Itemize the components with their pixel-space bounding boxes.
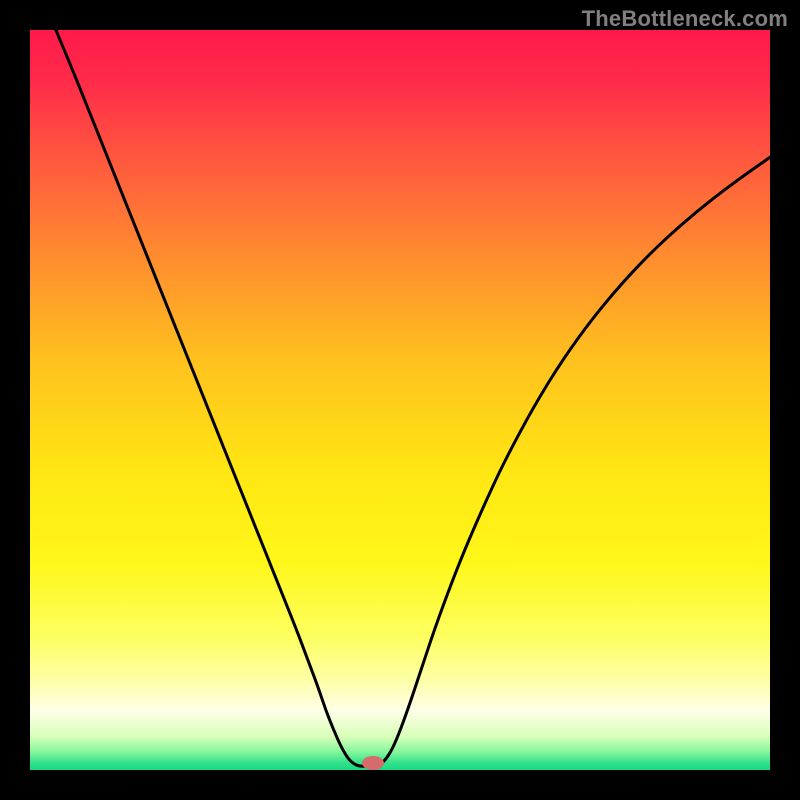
- optimum-marker: [362, 756, 384, 770]
- curve-path: [56, 30, 770, 766]
- plot-area: [30, 30, 770, 770]
- bottleneck-curve: [30, 30, 770, 770]
- watermark-text: TheBottleneck.com: [582, 6, 788, 32]
